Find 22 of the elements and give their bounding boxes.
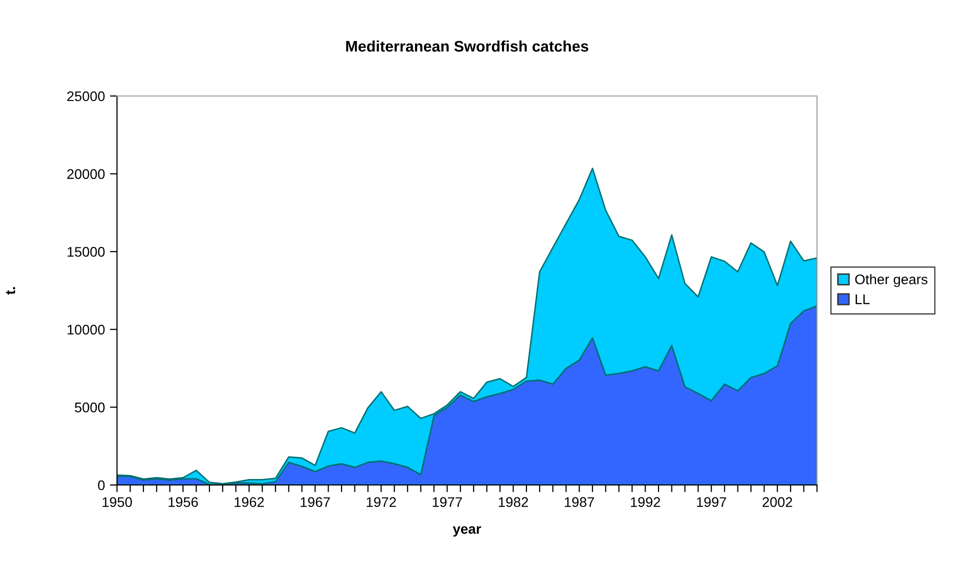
x-tick-label: 1982 bbox=[498, 497, 528, 508]
x-tick-label: 1972 bbox=[366, 497, 396, 508]
x-tick-label: 2002 bbox=[762, 497, 792, 508]
x-tick-label: 1950 bbox=[102, 497, 132, 508]
y-axis-title: t. bbox=[6, 287, 16, 295]
y-tick-label: 15000 bbox=[68, 246, 105, 257]
x-tick-label: 1962 bbox=[234, 497, 264, 508]
chart-title: Mediterranean Swordfish catches bbox=[346, 40, 588, 52]
y-tick-label: 5000 bbox=[74, 402, 105, 412]
x-tick-label: 1987 bbox=[564, 497, 594, 508]
legend-label: Other gears bbox=[855, 274, 928, 288]
y-tick-label: 0 bbox=[98, 480, 105, 490]
x-axis-title: year bbox=[452, 526, 482, 537]
y-tick-label: 10000 bbox=[68, 324, 105, 335]
y-tick-label: 25000 bbox=[67, 91, 105, 102]
x-tick-label: 1977 bbox=[432, 497, 462, 508]
x-tick-label: 1997 bbox=[696, 497, 726, 508]
x-tick-label: 1956 bbox=[168, 497, 198, 508]
x-tick-label: 1967 bbox=[300, 497, 330, 508]
x-tick-label: 1992 bbox=[630, 497, 660, 508]
y-tick-label: 20000 bbox=[67, 169, 105, 179]
legend-label: LL bbox=[856, 294, 870, 304]
